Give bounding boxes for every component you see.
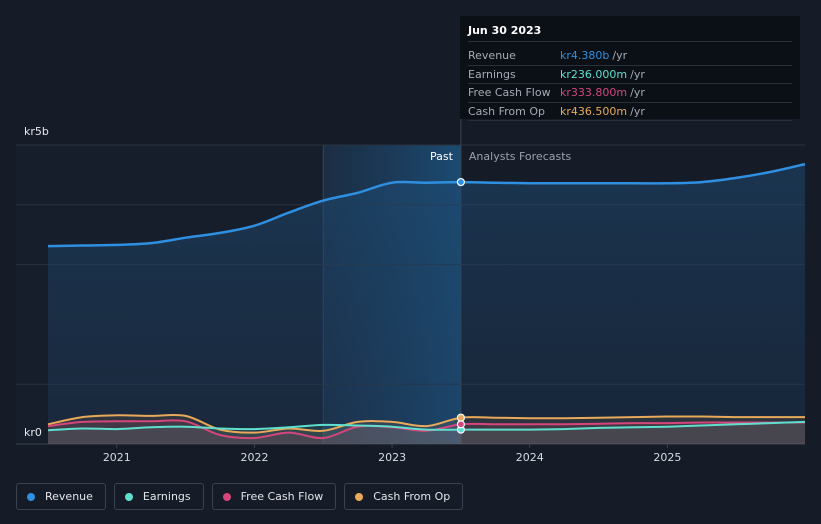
x-tick-label: 2023 <box>378 451 406 464</box>
marker-revenue <box>456 177 466 187</box>
chart-canvas: kr0 kr5b 2021 2022 2023 2024 2025 Past Analysts … <box>16 16 806 464</box>
tooltip-row-cash-from-op: Cash From Op kr436.500m /yr <box>468 103 792 121</box>
tooltip-unit: /yr <box>630 104 645 118</box>
tooltip-row-revenue: Revenue kr4.380b /yr <box>468 47 792 66</box>
tooltip-row-free-cash-flow: Free Cash Flow kr333.800m /yr <box>468 84 792 103</box>
legend-item-cash-from-op[interactable]: Cash From Op <box>344 483 464 510</box>
legend-item-free-cash-flow[interactable]: Free Cash Flow <box>211 483 337 510</box>
x-tick-label: 2022 <box>240 451 268 464</box>
legend-item-earnings[interactable]: Earnings <box>113 483 204 510</box>
series-line-earnings <box>47 420 806 432</box>
tooltip-value: kr236.000m <box>560 67 628 81</box>
series-line-cash-from-op <box>47 413 805 434</box>
tooltip-name: Free Cash Flow <box>468 86 551 100</box>
y-tick-label: kr5b <box>24 125 49 138</box>
x-tick-label: 2024 <box>516 451 544 464</box>
marker-cash-from-op <box>456 413 466 422</box>
legend-label: Earnings <box>142 490 191 503</box>
tooltip-date: Jun 30 2023 <box>468 24 792 42</box>
x-tick-label: 2021 <box>103 451 131 464</box>
series-area-revenue <box>48 164 805 444</box>
tooltip-value: kr436.500m <box>560 104 628 118</box>
legend-dot-icon <box>27 492 35 501</box>
forecast-label: Analysts Forecasts <box>469 150 572 163</box>
x-tick-label: 2025 <box>653 451 681 464</box>
legend-dot-icon <box>124 492 133 501</box>
legend-label: Revenue <box>45 490 93 503</box>
marker-free-cash-flow <box>456 420 466 429</box>
legend-item-revenue[interactable]: Revenue <box>16 483 106 510</box>
tooltip-row-earnings: Earnings kr236.000m /yr <box>468 66 792 84</box>
legend-dot-icon <box>355 492 364 501</box>
tooltip: Jun 30 2023 Revenue kr4.380b /yr Earning… <box>460 16 800 121</box>
past-label: Past <box>430 150 454 163</box>
legend-label: Free Cash Flow <box>240 490 324 503</box>
tooltip-name: Cash From Op <box>468 104 546 118</box>
tooltip-value: kr333.800m <box>560 86 628 100</box>
legend-label: Cash From Op <box>373 490 451 503</box>
y-tick-label: kr0 <box>24 426 42 439</box>
legend-dot-icon <box>222 492 231 501</box>
tooltip-name: Revenue <box>468 49 516 63</box>
legend: Revenue Earnings Free Cash Flow Cash Fro… <box>16 483 464 510</box>
tooltip-name: Earnings <box>468 67 516 81</box>
tooltip-unit: /yr <box>630 86 645 100</box>
tooltip-unit: /yr <box>630 67 645 81</box>
series-line-free-cash-flow <box>47 419 805 440</box>
tooltip-value: kr4.380b <box>560 49 610 63</box>
series-line-revenue <box>47 162 806 248</box>
tooltip-unit: /yr <box>612 49 628 63</box>
